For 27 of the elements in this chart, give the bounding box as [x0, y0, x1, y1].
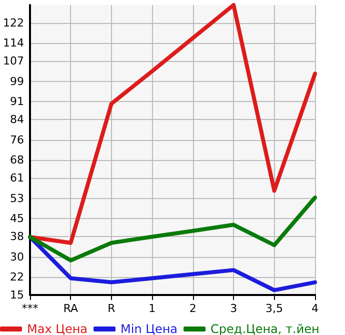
- y-tick-label: 122: [3, 16, 24, 30]
- x-tick-label: R: [108, 302, 116, 315]
- y-tick-label: 99: [10, 74, 24, 88]
- y-tick-label: 22: [10, 270, 24, 284]
- legend-label: Max Цена: [27, 322, 88, 335]
- line-series: [28, 3, 317, 245]
- y-tick-label: 68: [10, 154, 24, 167]
- y-tick-label: 61: [10, 171, 24, 184]
- y-tick-label: 30: [10, 250, 24, 264]
- y-tick-label: 84: [10, 112, 24, 126]
- x-tick-label: 4: [312, 302, 318, 315]
- y-tick-label: 15: [10, 288, 24, 302]
- x-tick-label: 3: [230, 302, 238, 315]
- line-series: [28, 196, 317, 262]
- x-tick-label: RA: [63, 302, 79, 315]
- x-tick-label: 1: [148, 302, 156, 315]
- y-tick-label: 107: [3, 54, 24, 68]
- x-tick-label: ***: [22, 302, 39, 315]
- y-tick-label: 76: [10, 133, 24, 146]
- y-tick-label: 53: [10, 192, 24, 205]
- x-tick-label: 3,5: [266, 302, 284, 315]
- y-tick-label: 114: [3, 36, 24, 50]
- x-tick-label: 2: [189, 302, 196, 315]
- y-tick-label: 38: [10, 230, 24, 243]
- y-tick-label: 91: [10, 95, 24, 108]
- y-tick-label: 45: [10, 212, 24, 226]
- legend-label: Min Цена: [120, 322, 178, 335]
